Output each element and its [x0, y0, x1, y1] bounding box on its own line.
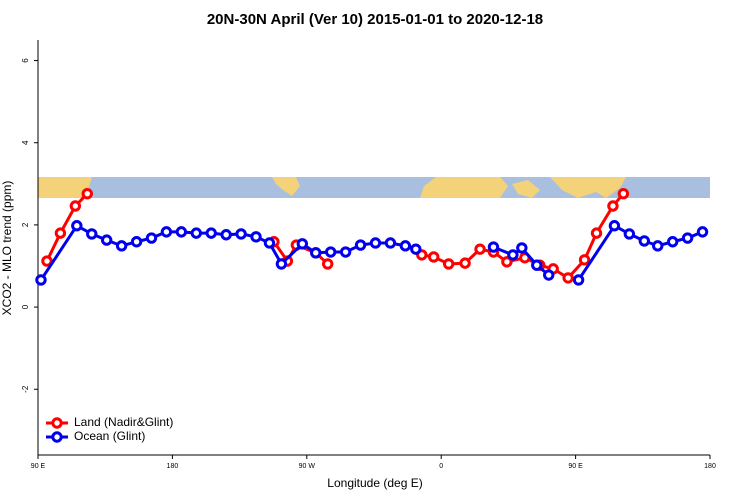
point — [175, 226, 188, 238]
x-axis-label: Longitude (deg E) — [327, 476, 422, 490]
land-patch — [38, 177, 92, 198]
point — [428, 251, 440, 263]
legend-marker — [51, 417, 63, 429]
legend-marker — [51, 431, 63, 443]
point — [696, 226, 709, 238]
x-tick-label: 90 E — [31, 463, 46, 470]
point — [607, 200, 619, 212]
x-tick-label: 0 — [439, 463, 443, 470]
point — [562, 272, 574, 284]
point — [250, 231, 262, 243]
x-tick-label: 180 — [167, 463, 179, 470]
point — [384, 237, 397, 249]
point — [145, 232, 158, 244]
point — [578, 254, 591, 266]
point — [501, 256, 513, 268]
point — [590, 227, 603, 239]
legend-label: Ocean (Glint) — [74, 429, 145, 443]
y-tick-label: 0 — [21, 304, 30, 309]
x-tick-label: 180 — [704, 463, 716, 470]
y-tick-label: 2 — [21, 222, 30, 227]
point — [516, 242, 528, 254]
point — [115, 240, 128, 252]
point — [442, 258, 455, 270]
point — [86, 228, 98, 240]
point — [617, 187, 630, 200]
point — [54, 227, 67, 239]
point — [322, 258, 334, 270]
map-band — [38, 177, 710, 198]
point — [310, 247, 322, 259]
point — [623, 228, 636, 240]
land-patch — [550, 177, 626, 198]
point — [263, 237, 276, 249]
point — [652, 240, 664, 252]
point — [160, 226, 173, 238]
chart-title: 20N-30N April (Ver 10) 2015-01-01 to 202… — [207, 11, 543, 28]
point — [666, 236, 679, 248]
point — [205, 227, 217, 239]
point — [81, 187, 93, 200]
y-tick-label: -2 — [21, 385, 30, 393]
ocean-band — [38, 177, 710, 198]
point — [399, 240, 412, 252]
point — [69, 200, 82, 212]
point — [235, 228, 247, 240]
point — [608, 220, 621, 232]
point — [296, 238, 309, 250]
point — [410, 243, 422, 255]
point — [324, 246, 337, 258]
point — [474, 243, 486, 255]
series-line — [39, 223, 704, 281]
point — [354, 239, 367, 251]
point — [638, 235, 650, 247]
point — [572, 274, 585, 286]
point — [130, 236, 143, 248]
point — [369, 237, 382, 249]
land-patch — [512, 180, 540, 198]
point — [71, 220, 83, 232]
point — [41, 255, 53, 267]
x-tick-label: 90 E — [568, 463, 583, 470]
y-axis-label: XCO2 - MLO trend (ppm) — [0, 181, 14, 316]
point — [681, 232, 694, 244]
x-tick-label: 90 W — [299, 463, 316, 470]
point — [35, 274, 47, 286]
y-tick-label: 6 — [21, 58, 30, 63]
legend-label: Land (Nadir&Glint) — [74, 415, 173, 429]
point — [531, 259, 543, 271]
point — [100, 234, 113, 246]
land-patch — [420, 177, 508, 198]
point — [275, 258, 288, 270]
point — [507, 249, 519, 261]
point — [190, 227, 202, 239]
land-patch — [272, 177, 300, 196]
y-tick-label: 4 — [21, 140, 30, 145]
point — [487, 241, 500, 253]
point — [220, 229, 232, 241]
point — [339, 246, 352, 258]
point — [459, 257, 471, 269]
point — [543, 269, 555, 281]
